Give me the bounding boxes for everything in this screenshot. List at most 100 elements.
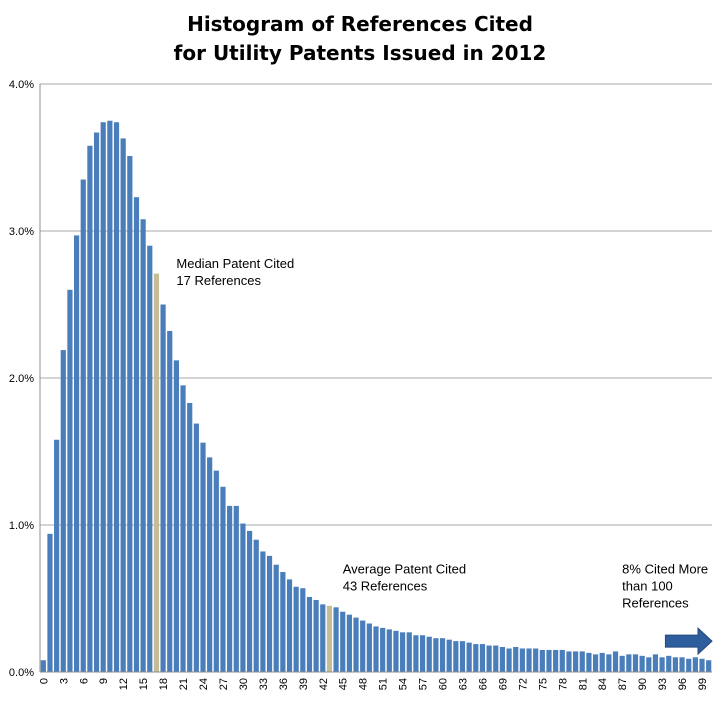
highlight-bar: [153, 273, 160, 672]
bar: [539, 649, 545, 672]
x-tick-label: 96: [677, 678, 689, 690]
chart-title-line-2: for Utility Patents Issued in 2012: [174, 41, 547, 65]
bar: [659, 657, 665, 672]
bar: [253, 539, 259, 672]
bar: [233, 505, 239, 672]
x-tick-label: 90: [637, 678, 649, 690]
bar: [426, 636, 432, 672]
annotation-text: Average Patent Cited: [343, 562, 466, 577]
bar: [526, 648, 532, 672]
right-arrow-icon: [664, 626, 713, 656]
bar: [93, 132, 100, 672]
bar: [419, 635, 426, 672]
bar: [127, 156, 133, 672]
bar: [459, 641, 466, 672]
y-tick-label: 4.0%: [9, 79, 34, 91]
bar: [553, 649, 559, 672]
x-tick-label: 84: [597, 678, 609, 690]
bar: [579, 651, 585, 672]
x-tick-label: 9: [98, 678, 110, 684]
x-tick-label: 63: [458, 678, 470, 690]
bar: [266, 555, 273, 672]
x-tick-label: 15: [138, 678, 150, 690]
bar: [592, 654, 599, 672]
bar: [120, 138, 126, 672]
bar: [80, 179, 86, 673]
bar: [519, 648, 525, 672]
x-tick-label: 99: [697, 678, 709, 690]
annotation-text: Median Patent Cited: [176, 256, 294, 271]
x-tick-label: 30: [238, 678, 250, 690]
bar: [360, 620, 366, 672]
bar: [160, 304, 166, 672]
bar: [692, 657, 698, 672]
x-tick-label: 60: [438, 678, 450, 690]
x-tick-label: 75: [537, 678, 549, 690]
bar: [486, 645, 492, 672]
bar: [513, 647, 519, 672]
bar: [293, 586, 299, 672]
bar: [180, 385, 186, 672]
bar: [373, 626, 379, 672]
bar: [113, 122, 120, 673]
bar: [446, 639, 452, 672]
bar: [246, 530, 253, 672]
annotation-text: 17 References: [176, 273, 261, 288]
bar: [406, 632, 412, 672]
bar: [306, 597, 313, 672]
annotation-text: than 100: [622, 579, 673, 594]
bar: [386, 629, 392, 672]
bar: [473, 644, 479, 672]
bar: [40, 660, 46, 672]
bar: [187, 402, 193, 672]
bar: [380, 627, 386, 672]
bar: [433, 638, 439, 672]
bar: [173, 360, 179, 672]
bar: [240, 523, 246, 672]
x-tick-label: 48: [358, 678, 370, 690]
bar: [227, 505, 233, 672]
bar: [74, 235, 80, 672]
bar: [260, 551, 266, 672]
annotations: Median Patent Cited 17 References Average …: [176, 256, 708, 611]
x-tick-label: 57: [418, 678, 430, 690]
x-tick-label: 72: [517, 678, 529, 690]
bar: [147, 245, 153, 672]
bar: [133, 197, 140, 672]
bar: [213, 470, 219, 672]
bar: [67, 289, 73, 672]
bar: [706, 660, 712, 672]
annotation-text: 8% Cited More: [622, 562, 708, 577]
bar: [632, 654, 639, 672]
bar: [340, 611, 346, 672]
bar: [273, 564, 279, 672]
bar: [546, 649, 552, 672]
highlight-bar: [326, 605, 333, 672]
bar: [533, 648, 539, 672]
x-tick-label: 93: [657, 678, 669, 690]
y-tick-label: 0.0%: [9, 667, 34, 679]
x-tick-label: 36: [278, 678, 290, 690]
bar: [566, 651, 572, 672]
bar: [320, 604, 326, 672]
x-tick-label: 33: [258, 678, 270, 690]
y-tick-label: 2.0%: [9, 373, 34, 385]
bar: [54, 439, 60, 672]
y-axis-ticks: 0.0% 1.0% 2.0% 3.0% 4.0%: [9, 79, 34, 679]
x-tick-label: 54: [398, 678, 410, 690]
bar: [47, 533, 53, 672]
x-tick-label: 66: [477, 678, 489, 690]
bar: [100, 122, 106, 673]
axes: [39, 84, 712, 673]
bar: [626, 654, 632, 672]
x-tick-label: 45: [338, 678, 350, 690]
chart-title-line-1: Histogram of References Cited: [187, 12, 533, 36]
bar: [666, 655, 672, 672]
bar: [346, 614, 352, 672]
x-tick-label: 24: [198, 678, 210, 690]
bar: [300, 588, 306, 672]
bar: [606, 654, 612, 672]
bar: [679, 657, 685, 672]
bar: [453, 641, 459, 672]
x-tick-label: 27: [218, 678, 230, 690]
